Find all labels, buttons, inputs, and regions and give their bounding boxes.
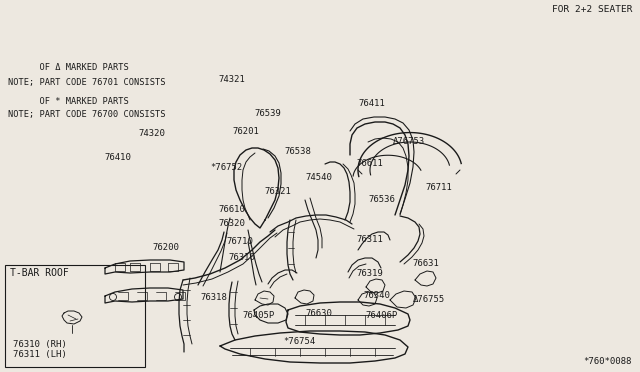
Text: 76539: 76539: [254, 109, 281, 118]
Text: 76710: 76710: [226, 237, 253, 247]
Text: OF * MARKED PARTS: OF * MARKED PARTS: [8, 96, 129, 106]
Text: 76711: 76711: [425, 183, 452, 192]
Text: 76310 (RH): 76310 (RH): [13, 340, 67, 350]
Text: 76611: 76611: [356, 160, 383, 169]
Text: 76410: 76410: [104, 153, 131, 161]
Text: 76320: 76320: [218, 219, 245, 228]
Text: 76405P: 76405P: [242, 311, 275, 321]
Text: *760*0088: *760*0088: [584, 357, 632, 366]
Text: 76310: 76310: [228, 253, 255, 263]
Text: OF Δ MARKED PARTS: OF Δ MARKED PARTS: [8, 64, 129, 73]
Text: 76311 (LH): 76311 (LH): [13, 350, 67, 359]
Text: 76321: 76321: [264, 187, 291, 196]
Text: 74321: 74321: [218, 76, 245, 84]
Text: 76406P: 76406P: [365, 311, 397, 321]
Text: 76201: 76201: [232, 126, 259, 135]
Text: 76319: 76319: [356, 269, 383, 279]
Text: FOR 2+2 SEATER: FOR 2+2 SEATER: [552, 6, 632, 15]
Text: 76631: 76631: [412, 260, 439, 269]
Text: 76630: 76630: [305, 310, 332, 318]
Text: 74320: 74320: [138, 129, 165, 138]
Text: 76536: 76536: [368, 196, 395, 205]
Text: 76318: 76318: [200, 294, 227, 302]
Text: Δ76753: Δ76753: [393, 137, 425, 145]
Text: 76311: 76311: [356, 235, 383, 244]
Text: *76752: *76752: [210, 163, 243, 171]
Text: NOTE; PART CODE 76701 CONSISTS: NOTE; PART CODE 76701 CONSISTS: [8, 77, 166, 87]
Text: 76200: 76200: [152, 244, 179, 253]
Text: 76610: 76610: [218, 205, 245, 214]
Text: 76538: 76538: [284, 148, 311, 157]
Text: Δ76755: Δ76755: [413, 295, 445, 305]
Text: NOTE; PART CODE 76700 CONSISTS: NOTE; PART CODE 76700 CONSISTS: [8, 110, 166, 119]
Bar: [5, 265, 145, 367]
Text: 76411: 76411: [358, 99, 385, 109]
Text: 76340: 76340: [363, 291, 390, 299]
Text: 74540: 74540: [305, 173, 332, 183]
Text: *76754: *76754: [283, 337, 316, 346]
Text: T-BAR ROOF: T-BAR ROOF: [10, 268, 68, 278]
